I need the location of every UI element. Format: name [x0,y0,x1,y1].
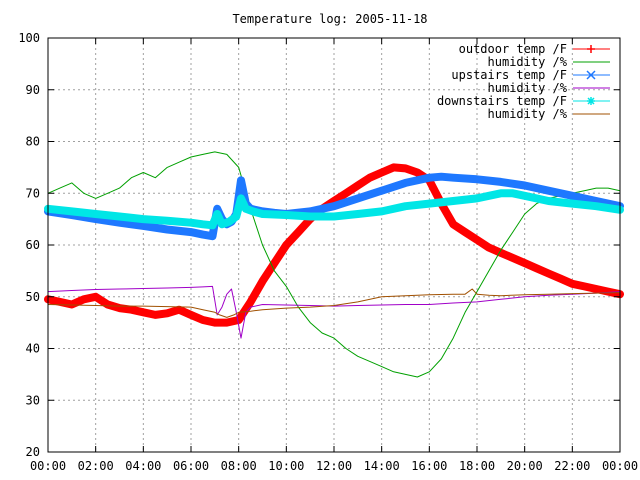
legend-marker-plus [587,45,595,53]
x-tick-label: 12:00 [316,459,352,473]
y-tick-label: 20 [26,445,40,459]
x-tick-label: 14:00 [364,459,400,473]
y-tick-label: 70 [26,186,40,200]
y-axis: 20 30 40 50 60 70 80 90 100 [18,31,620,459]
x-tick-label: 10:00 [268,459,304,473]
x-tick-label: 04:00 [125,459,161,473]
x-tick-label: 06:00 [173,459,209,473]
y-tick-label: 60 [26,238,40,252]
series-line-1 [44,163,624,327]
x-tick-label: 08:00 [221,459,257,473]
y-tick-label: 30 [26,393,40,407]
series-layer [44,151,624,378]
legend-marker-star [587,97,595,105]
series-line-3 [44,172,624,241]
legend-label: upstairs temp /F [451,68,567,82]
series-line-6 [47,288,621,318]
legend-label: humidity /% [488,55,568,69]
x-tick-label: 22:00 [554,459,590,473]
legend-label: humidity /% [488,107,568,121]
y-tick-label: 100 [18,31,40,45]
y-tick-label: 90 [26,83,40,97]
x-tick-label: 18:00 [459,459,495,473]
y-tick-label: 40 [26,342,40,356]
series-line-2 [47,151,621,378]
chart-title: Temperature log: 2005-11-18 [232,12,427,26]
series-line-5 [44,189,624,230]
legend-label: downstairs temp /F [437,94,567,108]
legend-label: outdoor temp /F [459,42,567,56]
x-tick-label: 02:00 [78,459,114,473]
series-line-4 [47,285,621,339]
x-tick-label: 00:00 [602,459,638,473]
x-axis: 00:00 02:00 04:00 06:00 08:00 10:00 12:00 14:00… [30,38,638,473]
legend-marker-cross [586,70,596,80]
legend-label: humidity /% [488,81,568,95]
x-tick-label: 00:00 [30,459,66,473]
grid-lines [48,38,620,452]
y-tick-label: 50 [26,290,40,304]
x-tick-label: 16:00 [411,459,447,473]
x-tick-label: 20:00 [507,459,543,473]
y-tick-label: 80 [26,135,40,149]
